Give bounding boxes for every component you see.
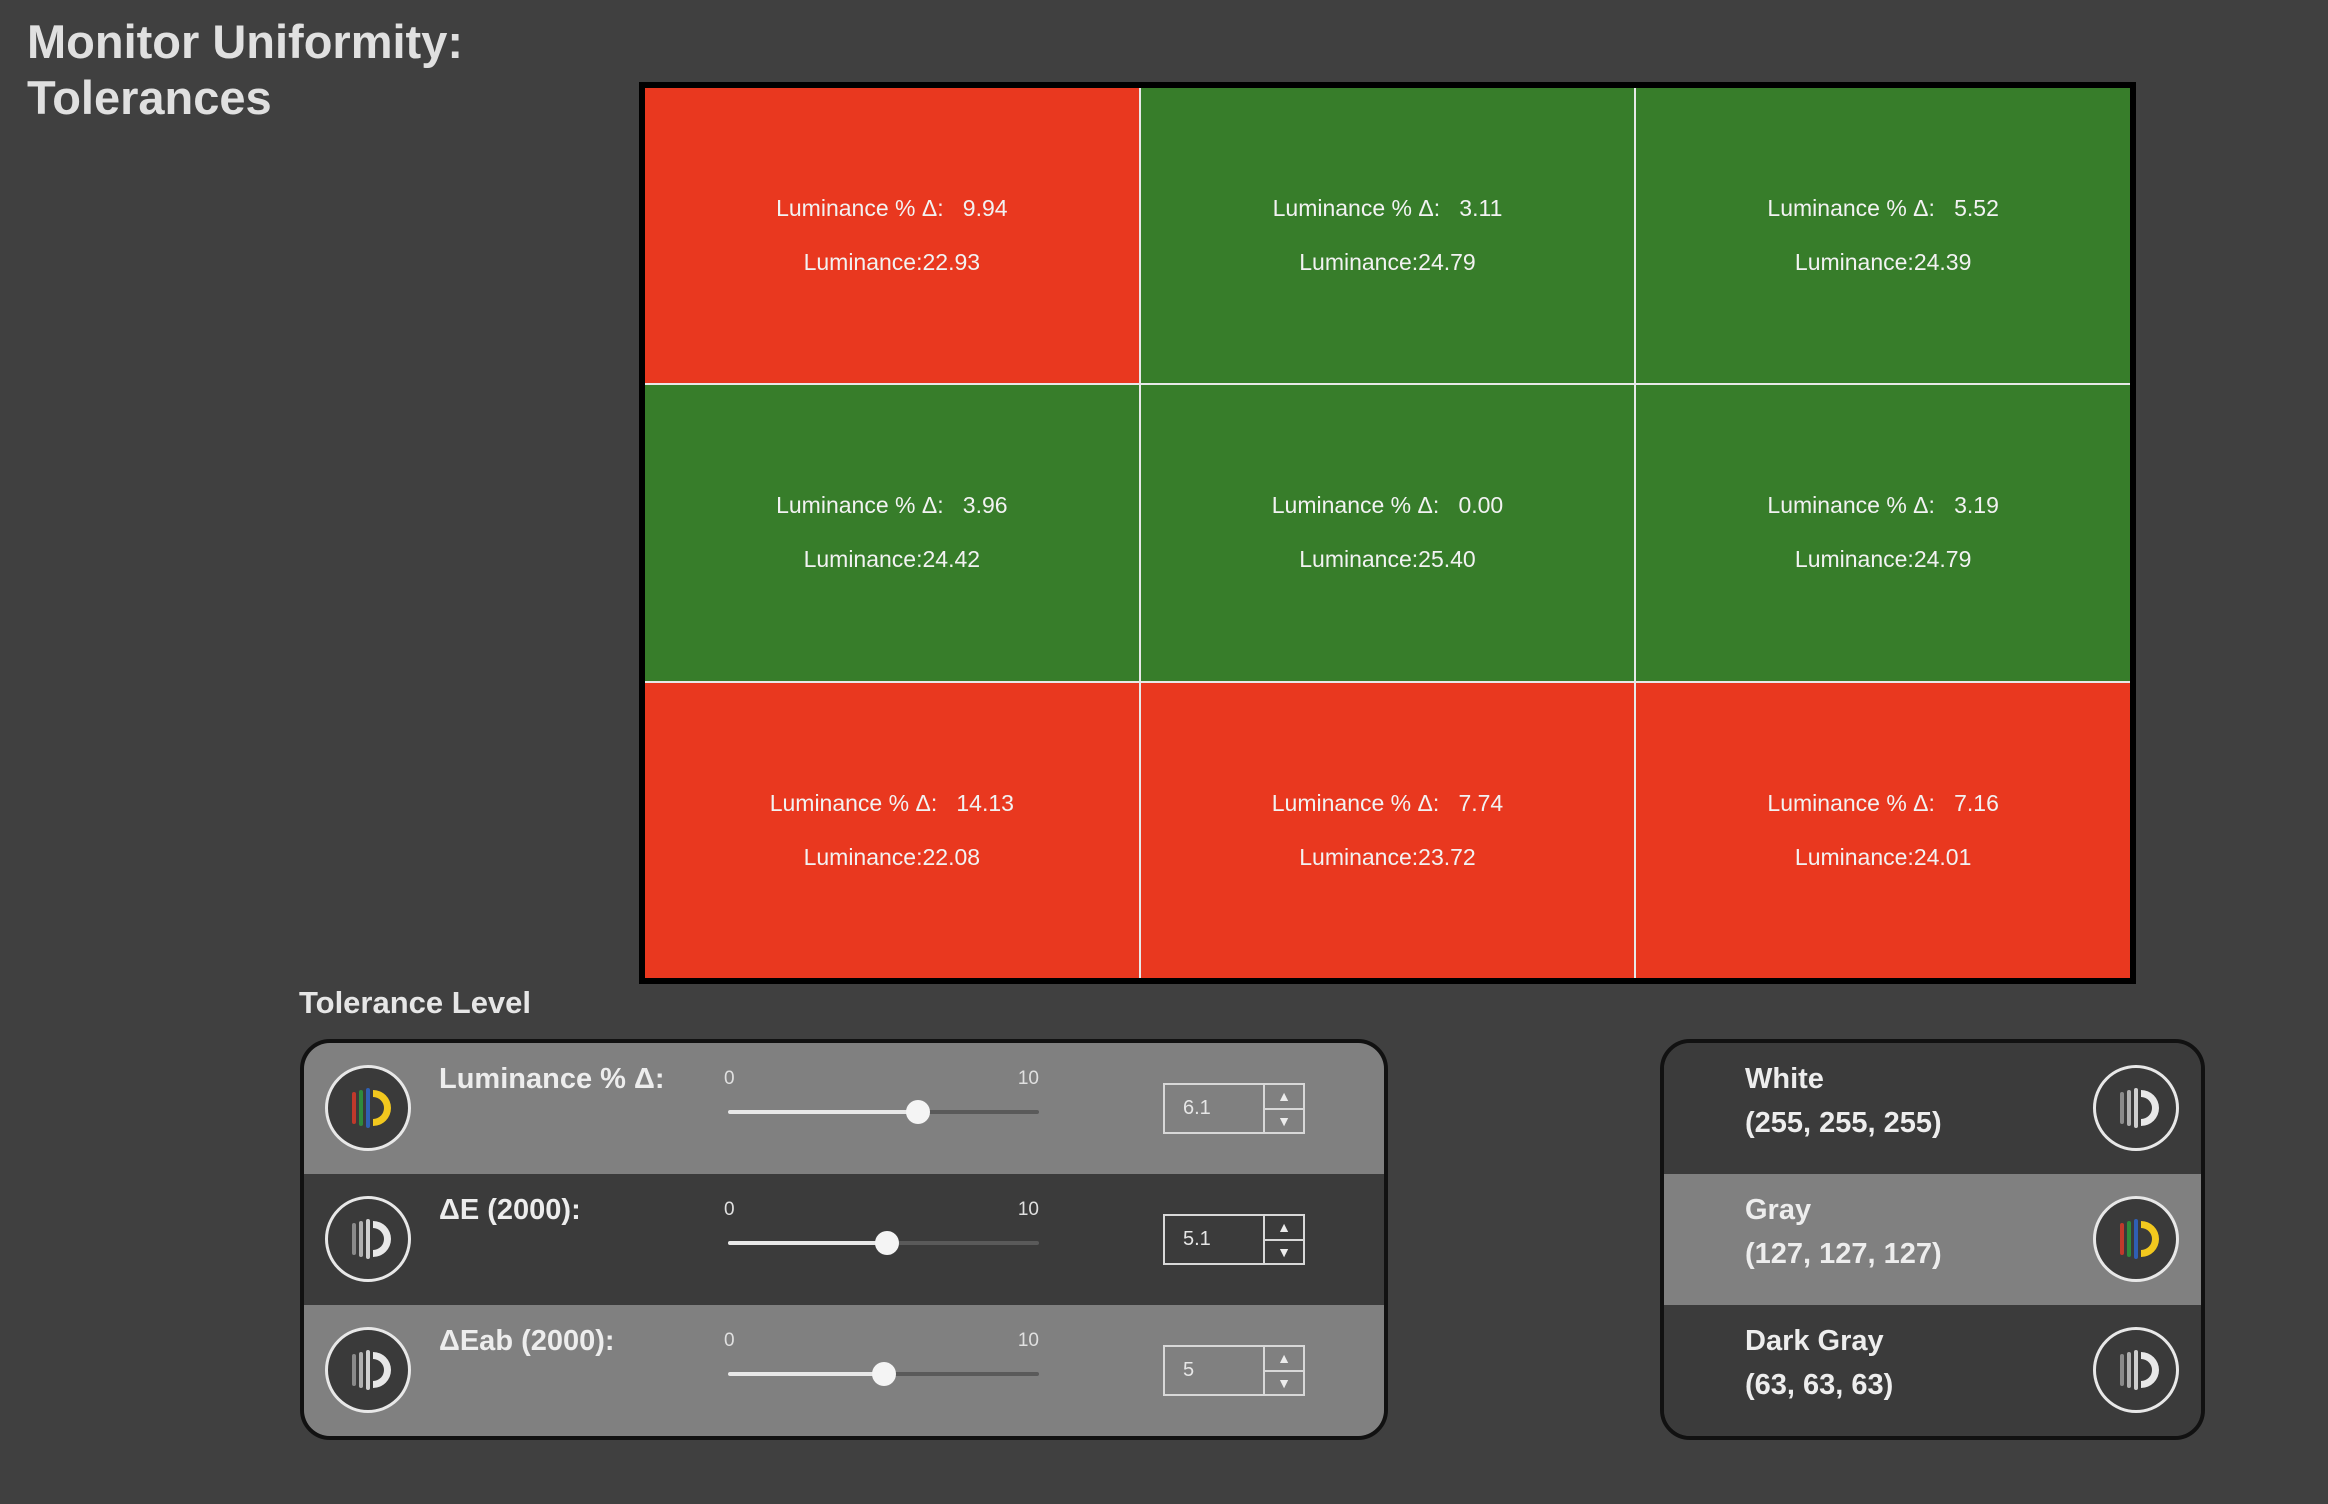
spin-up-icon[interactable]: ▲ <box>1277 1219 1291 1236</box>
cell-luminance-line: Luminance:23.72 <box>1299 843 1476 870</box>
grid-cell-bottom-right: Luminance % Δ: 7.16 Luminance:24.01 <box>1636 682 2130 978</box>
slider-max-label: 10 <box>1017 1068 1039 1089</box>
cell-delta-line: Luminance % Δ: 0.00 <box>1271 492 1504 519</box>
page-title-line1: Monitor Uniformity: <box>27 15 463 68</box>
slider-thumb[interactable] <box>905 1100 930 1124</box>
tolerance-spinbox[interactable]: ▲ ▼ <box>1163 1083 1305 1134</box>
slider-fill <box>728 1372 884 1376</box>
cell-delta-line: Luminance % Δ: 9.94 <box>776 195 1008 222</box>
slider-fill <box>728 1110 918 1114</box>
reference-name: White <box>1745 1063 1824 1095</box>
grid-cell-middle-right: Luminance % Δ: 3.19 Luminance:24.79 <box>1636 385 2130 681</box>
slider-max-label: 10 <box>1017 1330 1039 1351</box>
slider-min-label: 0 <box>724 1068 735 1089</box>
grid-cell-top-right: Luminance % Δ: 5.52 Luminance:24.39 <box>1636 88 2130 384</box>
tolerance-value-input[interactable] <box>1165 1085 1263 1132</box>
slider-thumb[interactable] <box>874 1231 899 1255</box>
tolerance-heading: Tolerance Level <box>299 985 532 1020</box>
tolerance-label: ΔE (2000): <box>439 1194 581 1226</box>
calibration-inactive-icon[interactable] <box>2093 1327 2179 1413</box>
cell-luminance-line: Luminance:24.79 <box>1299 249 1476 276</box>
reference-row-gray[interactable]: Gray (127, 127, 127) <box>1664 1174 2201 1305</box>
reference-color-panel: White (255, 255, 255) Gray (127, 127, 12… <box>1660 1039 2205 1440</box>
slider-fill <box>728 1241 887 1245</box>
slider-track[interactable] <box>728 1100 1039 1124</box>
uniformity-grid: Luminance % Δ: 9.94 Luminance:22.93 Lumi… <box>645 88 2130 978</box>
cell-delta-line: Luminance % Δ: 3.19 <box>1767 492 1999 519</box>
grid-cell-middle-left: Luminance % Δ: 3.96 Luminance:24.42 <box>645 385 1139 681</box>
slider-min-label: 0 <box>724 1330 735 1351</box>
tolerance-slider[interactable]: 0 10 <box>724 1068 1039 1128</box>
page-title: Monitor Uniformity: Tolerances <box>27 14 463 126</box>
slider-min-label: 0 <box>724 1199 735 1220</box>
reference-row-white[interactable]: White (255, 255, 255) <box>1664 1043 2201 1174</box>
cell-delta-line: Luminance % Δ: 3.11 <box>1272 195 1503 222</box>
grid-cell-bottom-left: Luminance % Δ: 14.13 Luminance:22.08 <box>645 682 1139 978</box>
grid-cell-top-center: Luminance % Δ: 3.11 Luminance:24.79 <box>1140 88 1635 384</box>
tolerance-slider[interactable]: 0 10 <box>724 1330 1039 1390</box>
reference-rgb: (127, 127, 127) <box>1745 1238 1942 1270</box>
cell-luminance-line: Luminance:22.93 <box>803 249 981 276</box>
calibration-inactive-icon[interactable] <box>2093 1065 2179 1151</box>
cell-delta-line: Luminance % Δ: 7.74 <box>1271 789 1504 816</box>
tolerance-spinbox[interactable]: ▲ ▼ <box>1163 1345 1305 1396</box>
grid-cell-bottom-center: Luminance % Δ: 7.74 Luminance:23.72 <box>1140 682 1635 978</box>
tolerance-label: Luminance % Δ: <box>439 1063 665 1095</box>
uniformity-grid-frame: Luminance % Δ: 9.94 Luminance:22.93 Lumi… <box>639 82 2136 984</box>
spin-down-icon[interactable]: ▼ <box>1265 1369 1303 1395</box>
cell-luminance-line: Luminance:25.40 <box>1299 546 1476 573</box>
slider-thumb[interactable] <box>871 1362 896 1386</box>
calibration-active-icon[interactable] <box>2093 1196 2179 1282</box>
page-title-line2: Tolerances <box>27 71 272 124</box>
reference-rgb: (255, 255, 255) <box>1745 1107 1942 1139</box>
cell-delta-line: Luminance % Δ: 7.16 <box>1767 789 1999 816</box>
spin-down-icon[interactable]: ▼ <box>1265 1238 1303 1264</box>
tolerance-value-input[interactable] <box>1165 1216 1263 1263</box>
cell-luminance-line: Luminance:24.39 <box>1794 249 1972 276</box>
tolerance-panel: Luminance % Δ: 0 10 ▲ ▼ ΔE (2000): <box>300 1039 1388 1440</box>
calibration-active-icon[interactable] <box>325 1065 411 1151</box>
cell-luminance-line: Luminance:24.79 <box>1794 546 1972 573</box>
tolerance-label: ΔEab (2000): <box>439 1325 615 1357</box>
slider-track[interactable] <box>728 1231 1039 1255</box>
cell-luminance-line: Luminance:22.08 <box>803 843 981 870</box>
tolerance-row-luminance[interactable]: Luminance % Δ: 0 10 ▲ ▼ <box>304 1043 1384 1174</box>
spin-up-icon[interactable]: ▲ <box>1277 1350 1291 1367</box>
reference-row-dark-gray[interactable]: Dark Gray (63, 63, 63) <box>1664 1305 2201 1436</box>
slider-track[interactable] <box>728 1362 1039 1386</box>
tolerance-slider[interactable]: 0 10 <box>724 1199 1039 1259</box>
reference-name: Gray <box>1745 1194 1812 1226</box>
slider-max-label: 10 <box>1017 1199 1039 1220</box>
cell-luminance-line: Luminance:24.42 <box>803 546 981 573</box>
grid-cell-center: Luminance % Δ: 0.00 Luminance:25.40 <box>1140 385 1635 681</box>
tolerance-row-delta-eab[interactable]: ΔEab (2000): 0 10 ▲ ▼ <box>304 1305 1384 1436</box>
grid-cell-top-left: Luminance % Δ: 9.94 Luminance:22.93 <box>645 88 1139 384</box>
tolerance-row-delta-e[interactable]: ΔE (2000): 0 10 ▲ ▼ <box>304 1174 1384 1305</box>
reference-name: Dark Gray <box>1745 1325 1884 1357</box>
cell-delta-line: Luminance % Δ: 5.52 <box>1767 195 1999 222</box>
tolerance-value-input[interactable] <box>1165 1347 1263 1394</box>
calibration-inactive-icon[interactable] <box>325 1327 411 1413</box>
cell-delta-line: Luminance % Δ: 14.13 <box>769 789 1014 816</box>
tolerance-spinbox[interactable]: ▲ ▼ <box>1163 1214 1305 1265</box>
spin-up-icon[interactable]: ▲ <box>1277 1088 1291 1105</box>
cell-delta-line: Luminance % Δ: 3.96 <box>776 492 1008 519</box>
reference-rgb: (63, 63, 63) <box>1745 1369 1894 1401</box>
cell-luminance-line: Luminance:24.01 <box>1794 843 1972 870</box>
spin-down-icon[interactable]: ▼ <box>1265 1107 1303 1133</box>
calibration-inactive-icon[interactable] <box>325 1196 411 1282</box>
